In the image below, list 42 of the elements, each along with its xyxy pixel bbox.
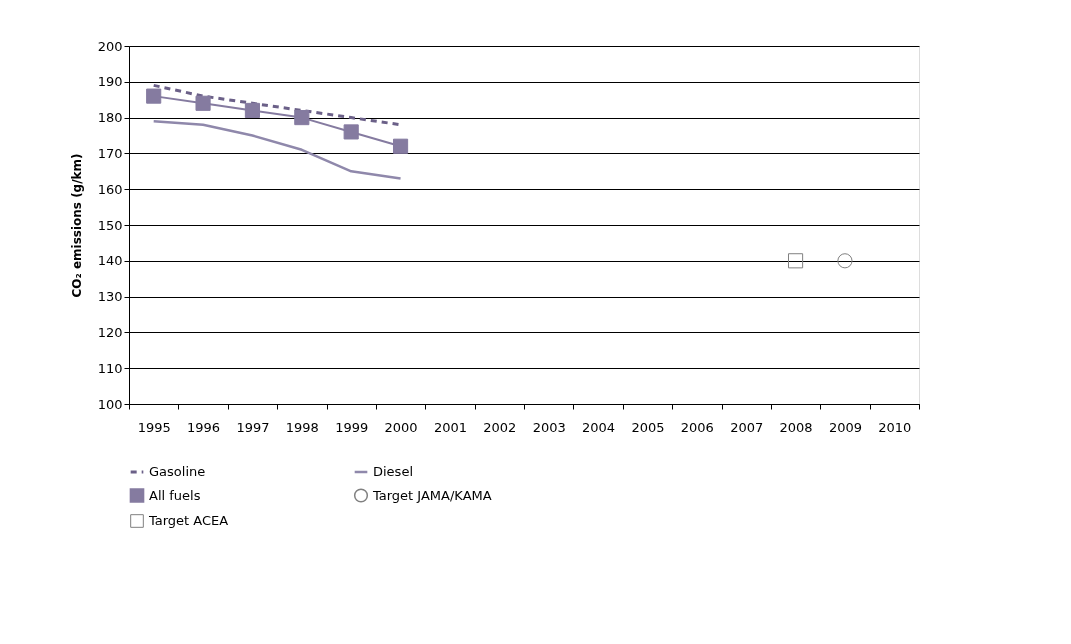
x-tick-label: 2005 [631,419,665,435]
x-tick-label: 2008 [779,419,813,435]
y-tick-label: 160 [97,181,123,197]
point [392,138,409,154]
y-tick-label: 100 [97,396,123,412]
line-series [152,119,402,180]
x-tick-label: 2010 [878,419,912,435]
x-tick-label: 1998 [285,419,319,435]
legend-label: Target ACEA [148,513,229,528]
y-tick-label: 140 [97,253,123,269]
x-tick-label: 2000 [384,419,418,435]
y-tick-label: 200 [97,38,123,54]
legend-label: Gasoline [149,464,206,479]
x-tick-label: 2003 [532,419,566,435]
y-tick-label: 170 [97,145,123,161]
point [294,110,310,126]
y-tick-label: 130 [97,289,123,305]
x-tick-label: 1999 [335,419,369,435]
legend-label: Diesel [373,464,414,479]
point [343,124,359,140]
x-tick-label: 2004 [582,419,616,435]
y-tick-label: 180 [97,110,123,126]
y-tick-label: 120 [97,324,123,340]
x-tick-label: 2001 [433,419,467,435]
point [244,102,261,119]
x-tick-label: 2006 [680,419,714,435]
x-tick-label: 2009 [828,419,862,435]
x-tick-label: 1996 [187,419,221,435]
point [195,95,211,111]
y-tick-label: 150 [97,217,123,233]
y-tick-label: 190 [97,74,123,90]
point [787,253,804,269]
x-tick-label: 1997 [236,419,270,435]
y-tick-label: 110 [97,360,123,376]
point [837,253,853,269]
point [146,88,162,104]
x-tick-label: 2007 [730,419,764,435]
x-tick-label: 1995 [137,419,171,435]
legend-label: All fuels [149,487,201,503]
y-axis-title: CO₂ emissions (g/km) [69,153,84,298]
legend-label: Target JAMA/KAMA [372,487,492,503]
x-tick-label: 2002 [483,419,517,435]
